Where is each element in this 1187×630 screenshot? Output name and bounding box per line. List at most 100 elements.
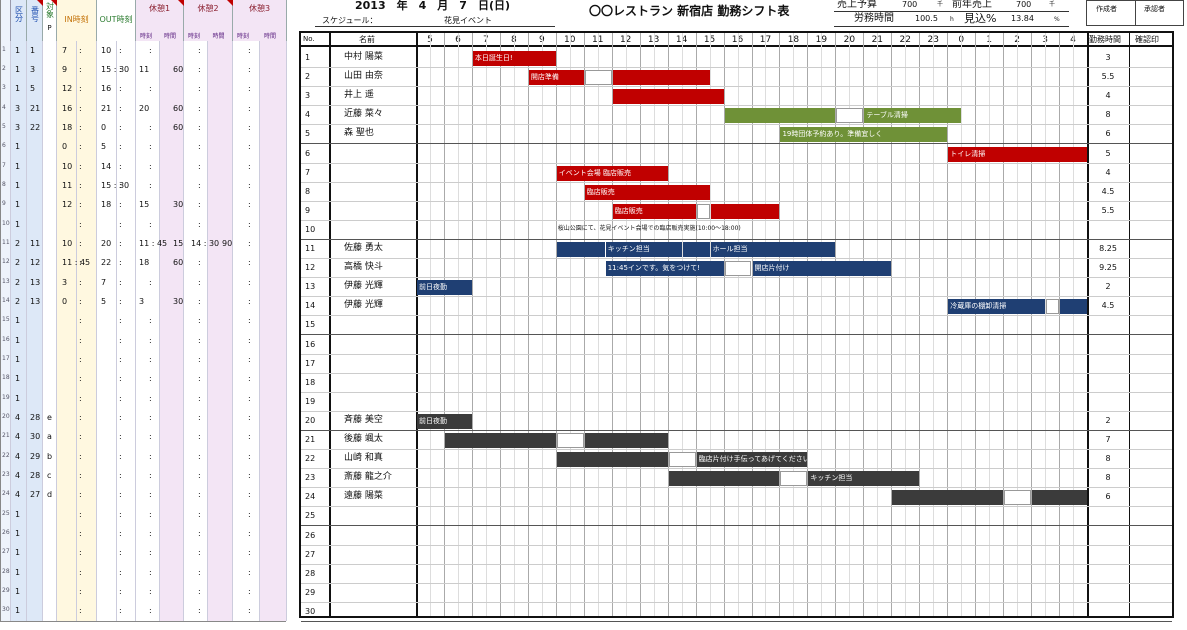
left-cell[interactable] [43, 311, 57, 331]
confirm-stamp-cell[interactable] [1130, 221, 1172, 240]
left-cell[interactable] [233, 350, 260, 370]
left-cell[interactable] [160, 272, 184, 293]
left-cell[interactable] [233, 543, 260, 563]
left-cell[interactable] [260, 311, 287, 331]
left-cell[interactable] [136, 137, 160, 157]
left-cell[interactable] [97, 253, 117, 273]
staff-name[interactable]: 斎藤 龍之介 [344, 472, 392, 483]
confirm-stamp-cell[interactable] [1130, 469, 1172, 488]
left-cell[interactable] [97, 60, 117, 80]
left-cell[interactable] [117, 369, 136, 389]
left-cell[interactable] [57, 562, 77, 583]
shift-bar[interactable]: テーブル清掃 [864, 108, 962, 124]
left-cell[interactable] [260, 524, 287, 544]
left-cell[interactable] [77, 562, 97, 583]
left-cell[interactable] [11, 214, 27, 235]
left-cell[interactable] [57, 408, 77, 428]
left-cell[interactable] [136, 466, 160, 486]
shift-bar[interactable] [892, 490, 1004, 506]
shift-bar[interactable]: 開店片付け [752, 261, 892, 277]
left-cell[interactable] [184, 524, 208, 544]
shift-bar[interactable]: イベント会場 臨店販売 [556, 165, 668, 181]
left-cell[interactable] [43, 330, 57, 351]
left-cell[interactable] [77, 330, 97, 351]
left-cell[interactable] [260, 427, 287, 447]
left-cell[interactable] [97, 388, 117, 409]
left-cell[interactable] [160, 427, 184, 447]
left-cell[interactable] [57, 156, 77, 177]
left-cell[interactable] [27, 60, 43, 80]
shift-bar[interactable] [696, 203, 710, 219]
shift-bar[interactable] [668, 452, 696, 468]
left-cell[interactable] [57, 98, 77, 119]
left-cell[interactable] [233, 562, 260, 583]
left-cell[interactable] [233, 408, 260, 428]
left-cell[interactable] [184, 543, 208, 563]
left-cell[interactable] [160, 118, 184, 138]
left-cell[interactable] [97, 137, 117, 157]
left-cell[interactable] [184, 330, 208, 351]
confirm-stamp-cell[interactable] [1130, 431, 1172, 450]
confirm-stamp-cell[interactable] [1130, 164, 1172, 183]
left-cell[interactable] [43, 601, 57, 621]
left-cell[interactable] [184, 485, 208, 505]
left-cell[interactable] [77, 543, 97, 563]
left-cell[interactable] [233, 41, 260, 61]
left-cell[interactable] [43, 582, 57, 602]
left-cell[interactable] [136, 388, 160, 409]
left-cell[interactable] [57, 195, 77, 215]
left-cell[interactable] [27, 582, 43, 602]
left-cell[interactable] [77, 524, 97, 544]
left-cell[interactable] [97, 446, 117, 467]
left-cell[interactable] [136, 562, 160, 583]
left-cell[interactable] [11, 234, 27, 254]
shift-bar[interactable] [710, 203, 780, 219]
left-cell[interactable] [233, 253, 260, 273]
left-cell[interactable] [233, 466, 260, 486]
left-cell[interactable] [136, 485, 160, 505]
left-cell[interactable] [233, 330, 260, 351]
left-cell[interactable] [136, 330, 160, 351]
left-cell[interactable] [11, 253, 27, 273]
confirm-stamp-cell[interactable] [1130, 106, 1172, 125]
staff-name[interactable]: 佐藤 勇太 [344, 243, 383, 253]
left-cell[interactable] [117, 427, 136, 447]
schedule-value[interactable]: 花見イベント [444, 16, 492, 25]
left-cell[interactable] [233, 292, 260, 312]
left-cell[interactable] [77, 79, 97, 99]
left-cell[interactable] [208, 41, 233, 61]
left-cell[interactable] [11, 41, 27, 61]
left-cell[interactable] [233, 427, 260, 447]
left-cell[interactable] [160, 466, 184, 486]
confirm-stamp-cell[interactable] [1130, 49, 1172, 68]
left-cell[interactable] [11, 156, 27, 177]
left-cell[interactable] [260, 330, 287, 351]
left-cell[interactable] [136, 311, 160, 331]
left-cell[interactable] [260, 466, 287, 486]
confirm-stamp-cell[interactable] [1130, 450, 1172, 469]
left-cell[interactable] [43, 79, 57, 99]
left-cell[interactable] [260, 272, 287, 293]
shift-bar[interactable] [612, 89, 724, 105]
left-cell[interactable] [208, 369, 233, 389]
left-cell[interactable] [57, 582, 77, 602]
left-cell[interactable] [117, 408, 136, 428]
left-cell[interactable] [208, 253, 233, 273]
left-cell[interactable] [43, 485, 57, 505]
shift-bar[interactable] [668, 471, 780, 487]
left-cell[interactable] [43, 504, 57, 525]
shift-bar[interactable] [444, 433, 556, 448]
left-cell[interactable] [11, 137, 27, 157]
left-cell[interactable] [260, 350, 287, 370]
left-cell[interactable] [160, 195, 184, 215]
left-cell[interactable] [27, 176, 43, 196]
left-cell[interactable] [57, 485, 77, 505]
left-cell[interactable] [136, 253, 160, 273]
left-cell[interactable] [260, 582, 287, 602]
left-cell[interactable] [117, 272, 136, 293]
left-cell[interactable] [184, 176, 208, 196]
left-cell[interactable] [160, 582, 184, 602]
left-cell[interactable] [77, 408, 97, 428]
left-cell[interactable] [57, 350, 77, 370]
left-cell[interactable] [27, 311, 43, 331]
